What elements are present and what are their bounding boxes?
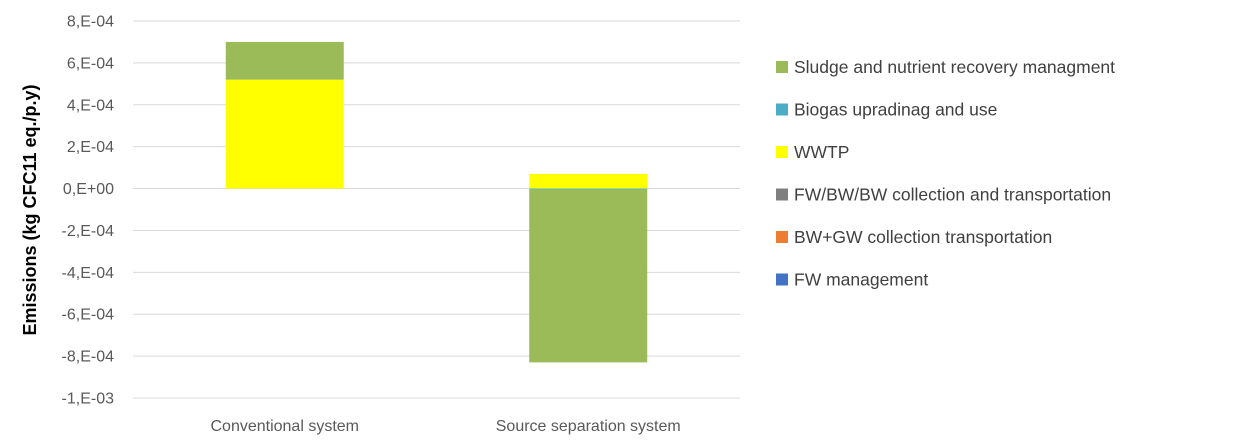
y-tick-label: -8,E-04 [62,349,115,366]
legend-swatch [776,188,788,201]
legend-label: Biogas upradinag and use [794,100,997,120]
y-tick-label: -1,E-03 [62,391,115,408]
y-tick-label: 6,E-04 [67,55,114,72]
bar-segment [529,173,648,189]
legend-label: BW+GW collection transportation [794,227,1052,247]
y-axis-tick-labels: 8,E-04 6,E-04 4,E-04 2,E-04 0,E+00 -2,E-04 -4,… [62,14,115,408]
y-tick-label: -4,E-04 [62,265,115,282]
gridlines [133,20,740,399]
y-tick-label: 0,E+00 [63,181,114,198]
y-tick-label: 2,E-04 [67,139,114,156]
y-tick-label: -6,E-04 [62,307,115,324]
legend-swatch [776,146,788,158]
bar-segment [225,41,344,80]
y-tick-label: -2,E-04 [62,223,115,240]
x-axis-category-labels: Conventional system Source separation sys… [210,418,680,435]
legend-swatch [776,273,788,286]
legend: Sludge and nutrient recovery managment Bi… [776,57,1115,290]
bars [225,41,648,363]
legend-swatch [776,103,788,116]
legend-label: Sludge and nutrient recovery managment [794,57,1115,77]
y-tick-label: 4,E-04 [67,97,114,114]
bar-segment [225,79,344,189]
y-axis-title: Emissions (kg CFC11 eq./p.y) [20,84,40,335]
legend-label: FW management [794,270,928,290]
legend-swatch [776,61,788,73]
bar-segment [529,188,648,190]
x-category-label: Source separation system [496,418,681,435]
x-category-label: Conventional system [210,418,359,435]
bar-segment [529,189,648,363]
legend-label: WWTP [794,142,849,162]
y-tick-label: 8,E-04 [67,14,114,31]
legend-label: FW/BW/BW collection and transportation [794,185,1111,205]
legend-swatch [776,231,788,243]
